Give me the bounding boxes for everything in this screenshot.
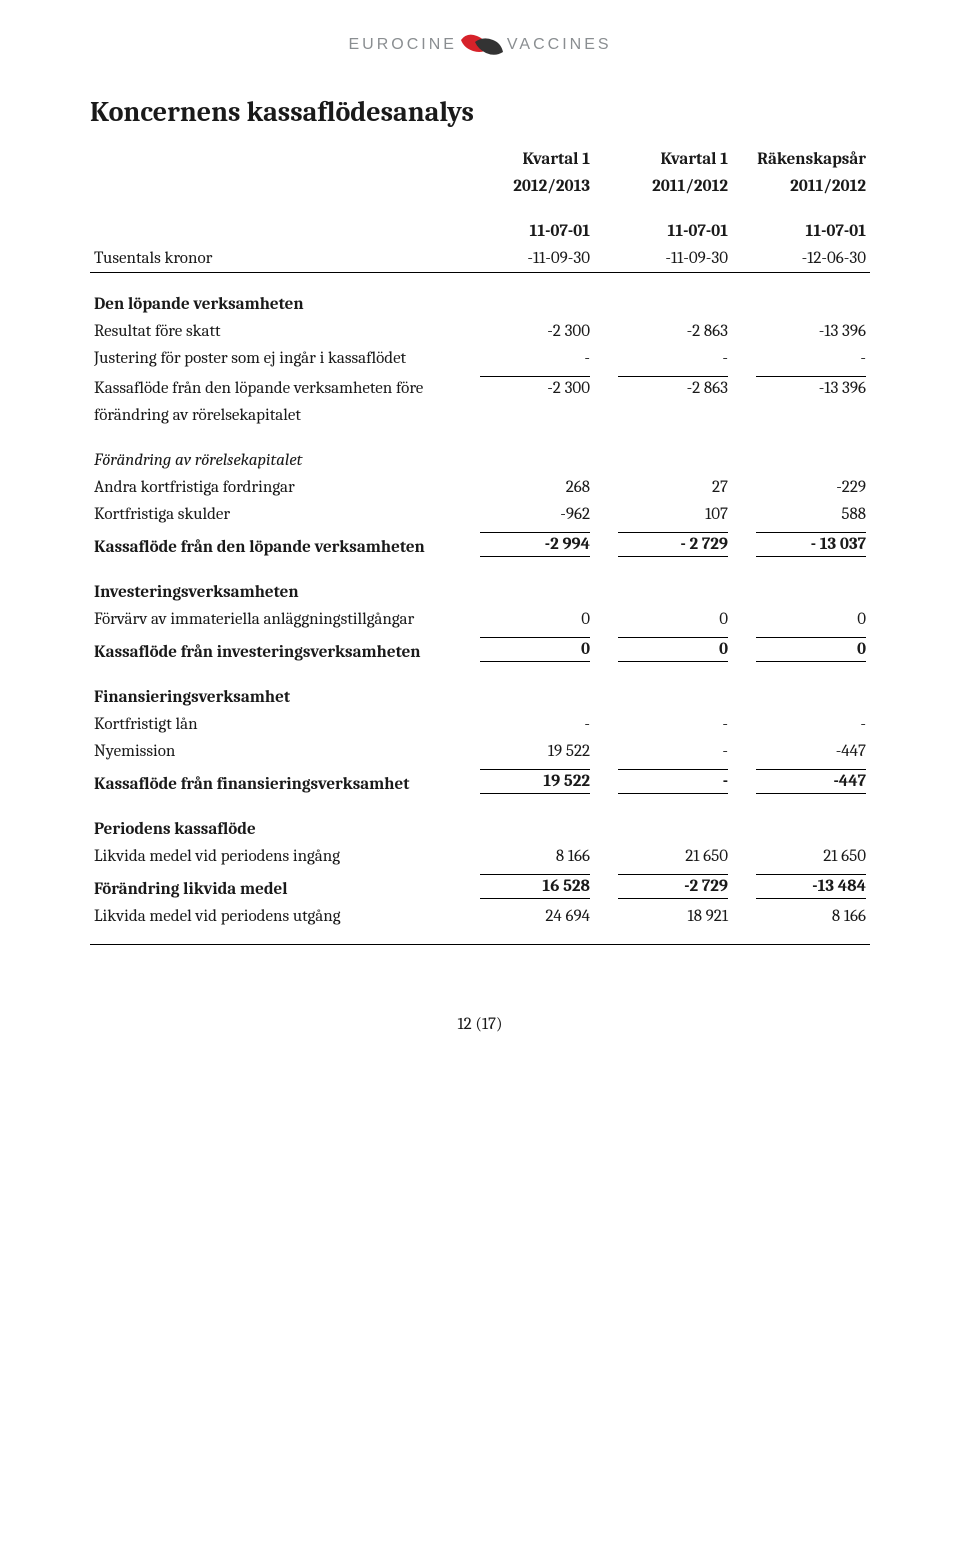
col2-h4: -11-09-30 <box>594 245 732 273</box>
col3-h2: 2011/2012 <box>732 173 870 200</box>
brand-logo: EUROCINE VACCINES <box>348 30 611 60</box>
row-new-issue: Nyemission 19 522 - -447 <box>90 738 870 765</box>
col1-h2: 2012/2013 <box>456 173 594 200</box>
logo-word-eurocine: EUROCINE <box>348 36 456 54</box>
row-adjustments: Justering för poster som ej ingår i kass… <box>90 345 870 372</box>
row-cf-investing: Kassaflöde från investeringsverksamheten… <box>90 633 870 666</box>
logo-mark-icon <box>459 30 505 60</box>
page: EUROCINE VACCINES Koncernens kassaflödes… <box>0 0 960 1094</box>
header-row-1: Kvartal 1 Kvartal 1 Räkenskapsår <box>90 146 870 173</box>
col3-h4: -12-06-30 <box>732 245 870 273</box>
col3-h1: Räkenskapsår <box>732 146 870 173</box>
header-row-2: 2012/2013 2011/2012 2011/2012 <box>90 173 870 200</box>
logo-word-vaccines: VACCINES <box>507 36 612 54</box>
header-units-label: Tusentals kronor <box>90 245 456 273</box>
row-cf-financing: Kassaflöde från finansieringsverksamhet … <box>90 765 870 798</box>
table-bottom-rule <box>90 930 870 945</box>
row-change-cash: Förändring likvida medel 16 528 -2 729 -… <box>90 870 870 903</box>
row-cf-operating: Kassaflöde från den löpande verksamheten… <box>90 528 870 561</box>
wc-change-header-row: Förändring av rörelsekapitalet <box>90 447 870 474</box>
operating-header: Den löpande verksamheten <box>90 291 870 318</box>
row-short-liab: Kortfristiga skulder -962 107 588 <box>90 501 870 528</box>
row-cf-before-wc: Kassaflöde från den löpande verksamheten… <box>90 372 870 402</box>
investing-header-row: Investeringsverksamheten <box>90 579 870 606</box>
row-wc-sub: förändring av rörelsekapitalet <box>90 402 870 429</box>
financing-header-row: Finansieringsverksamhet <box>90 684 870 711</box>
period-cf-header-row: Periodens kassaflöde <box>90 816 870 843</box>
col2-h1: Kvartal 1 <box>594 146 732 173</box>
header-row-4: Tusentals kronor -11-09-30 -11-09-30 -12… <box>90 245 870 273</box>
row-cash-end: Likvida medel vid periodens utgång 24 69… <box>90 903 870 930</box>
row-result-before-tax: Resultat före skatt -2 300 -2 863 -13 39… <box>90 318 870 345</box>
page-title: Koncernens kassaflödesanalys <box>90 96 870 128</box>
col2-h3: 11-07-01 <box>594 218 732 245</box>
row-other-receivables: Andra kortfristiga fordringar 268 27 -22… <box>90 474 870 501</box>
page-footer: 12 (17) <box>90 1015 870 1034</box>
row-cash-begin: Likvida medel vid periodens ingång 8 166… <box>90 843 870 870</box>
logo-container: EUROCINE VACCINES <box>90 30 870 60</box>
row-intangibles: Förvärv av immateriella anläggningstillg… <box>90 606 870 633</box>
col3-h3: 11-07-01 <box>732 218 870 245</box>
operating-header-row: Den löpande verksamheten <box>90 291 870 318</box>
col2-h2: 2011/2012 <box>594 173 732 200</box>
col1-h4: -11-09-30 <box>456 245 594 273</box>
row-short-loan: Kortfristigt lån - - - <box>90 711 870 738</box>
col1-h3: 11-07-01 <box>456 218 594 245</box>
col1-h1: Kvartal 1 <box>456 146 594 173</box>
cashflow-table: Kvartal 1 Kvartal 1 Räkenskapsår 2012/20… <box>90 146 870 945</box>
header-row-3: 11-07-01 11-07-01 11-07-01 <box>90 218 870 245</box>
